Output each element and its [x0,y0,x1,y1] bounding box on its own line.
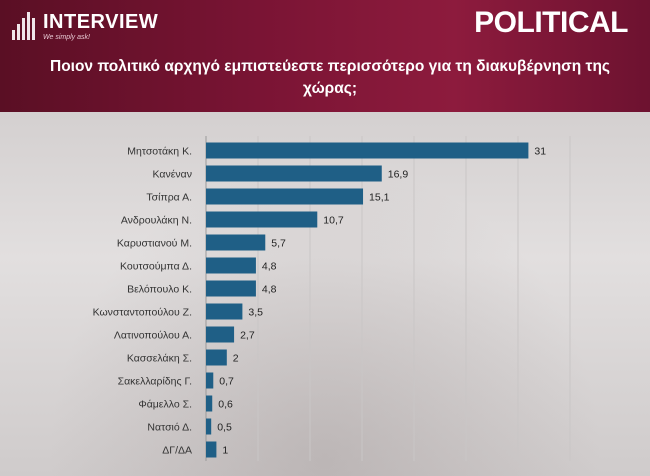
value-label: 5,7 [271,238,286,250]
category-label: Κανέναν [153,169,192,181]
bar [206,234,266,251]
value-label: 1 [222,445,228,457]
bar [206,418,212,435]
value-label: 3,5 [248,307,263,319]
category-label: Τσίπρα Α. [146,192,192,204]
bar [206,211,318,228]
category-label: ΔΓ/ΔΑ [162,445,192,457]
interview-logo: INTERVIEW We simply ask! [12,6,158,46]
chart-title: Ποιον πολιτικό αρχηγό εμπιστεύεστε περισ… [50,58,610,97]
value-label: 0,7 [219,376,234,388]
header-banner: INTERVIEW We simply ask! POLITICAL Ποιον… [0,0,650,112]
bar [206,257,256,274]
value-label: 4,8 [262,261,277,273]
category-label: Ανδρουλάκη Ν. [121,215,192,227]
value-label: 2 [233,353,239,365]
category-label: Κωνσταντοπούλου Ζ. [93,307,192,319]
bar [206,349,227,366]
value-label: 16,9 [388,169,409,181]
logo-bars-icon [12,12,35,40]
value-label: 0,5 [217,422,232,434]
bar [206,303,243,320]
bar [206,280,256,297]
logo-text: INTERVIEW [43,10,159,33]
bar [206,395,213,412]
category-label: Μητσοτάκη Κ. [127,146,192,158]
logo-tagline: We simply ask! [43,33,90,41]
category-label: Λατινοπούλου Α. [114,330,192,342]
category-label: Σακελλαρίδης Γ. [118,376,192,388]
brand-title: POLITICAL [474,6,628,39]
category-label: Κουτσούμπα Δ. [120,261,192,273]
bar [206,188,364,205]
value-label: 15,1 [369,192,390,204]
value-label: 31 [534,146,546,158]
bar [206,441,217,458]
category-label: Φάμελλο Σ. [138,399,192,411]
category-label: Βελόπουλο Κ. [127,284,192,296]
bar [206,326,235,343]
value-label: 2,7 [240,330,255,342]
category-label: Καρυστιανού Μ. [117,238,192,250]
bar [206,372,214,389]
category-label: Νατσιό Δ. [147,422,192,434]
category-label: Κασσελάκη Σ. [127,353,192,365]
bar [206,165,382,182]
value-label: 0,6 [218,399,233,411]
value-label: 10,7 [323,215,344,227]
bar [206,142,529,159]
value-label: 4,8 [262,284,277,296]
